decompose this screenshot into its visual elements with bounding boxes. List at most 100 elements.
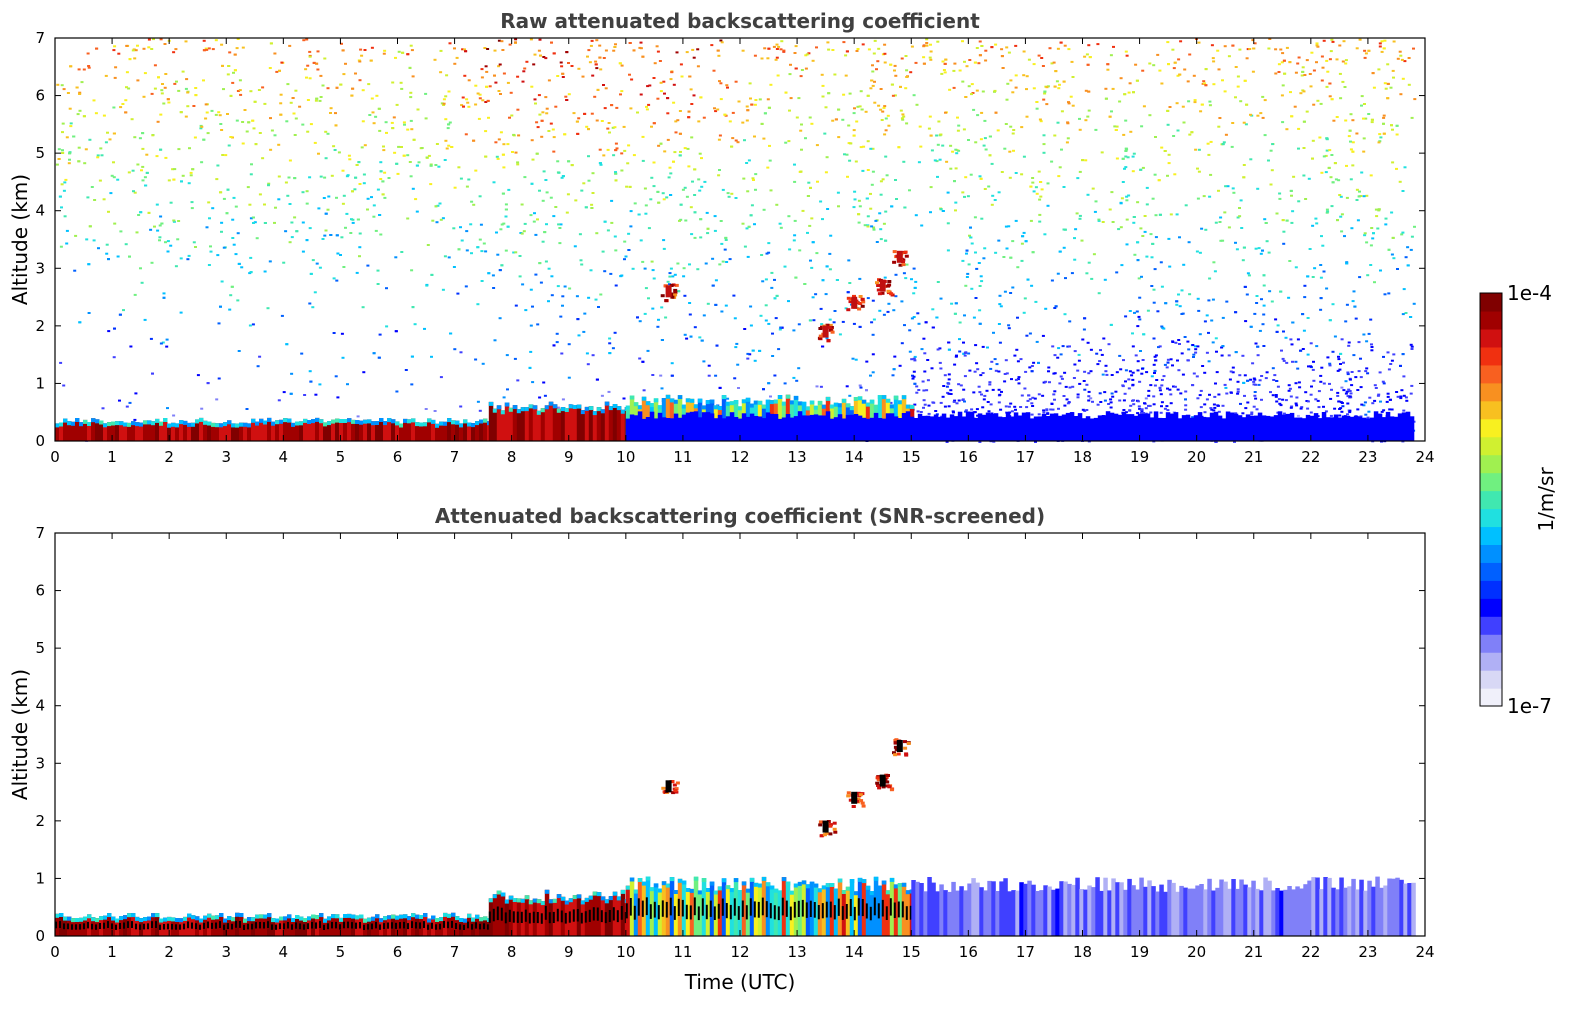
bl-fringe: [343, 914, 348, 918]
bl-column: [749, 413, 755, 441]
y-tick-label: 3: [35, 754, 45, 772]
bl-column: [568, 404, 574, 441]
bl-fringe: [55, 423, 60, 428]
cloud-cell: [858, 302, 863, 305]
bl-column: [1217, 415, 1223, 441]
bl-column: [1229, 412, 1235, 441]
bl-column: [508, 895, 514, 936]
bl-fringe: [645, 876, 651, 881]
bl-column: [955, 890, 960, 936]
bl-fringe: [620, 889, 626, 894]
bl-column: [913, 418, 919, 441]
bl-column: [1343, 887, 1348, 936]
bl-column: [600, 896, 606, 936]
bl-column: [1301, 418, 1307, 441]
bl-column: [524, 407, 530, 441]
bl-column: [604, 401, 610, 441]
bl-saturated: [279, 923, 281, 930]
bl-column: [79, 917, 84, 936]
bl-column: [1251, 880, 1256, 936]
bl-column: [777, 418, 783, 441]
bl-fringe: [287, 418, 292, 423]
bl-column: [1285, 413, 1291, 441]
bl-column: [227, 420, 232, 441]
bl-column: [1273, 415, 1279, 441]
bl-column: [1313, 413, 1319, 441]
bl-column: [773, 414, 779, 441]
x-tick-label: 17: [1016, 448, 1035, 466]
cloud-cell: [846, 308, 851, 312]
bl-column: [821, 885, 827, 936]
bl-saturated: [135, 923, 137, 930]
bl-column: [1283, 889, 1288, 936]
bl-fringe: [661, 398, 667, 402]
bl-column: [1309, 415, 1315, 441]
cloud-cell: [903, 746, 908, 750]
bl-fringe: [371, 421, 376, 426]
bl-column: [1111, 878, 1116, 936]
bl-fringe: [508, 407, 514, 412]
bl-column: [307, 420, 312, 441]
bl-column: [861, 879, 867, 936]
bl-column: [83, 916, 88, 936]
cloud-cell: [673, 290, 678, 294]
bl-saturated: [67, 923, 69, 930]
bl-column: [331, 914, 336, 936]
bl-fringe: [893, 884, 899, 889]
bl-fringe: [179, 420, 184, 425]
bl-column: [865, 885, 871, 936]
bl-column: [71, 421, 76, 441]
bl-saturated: [665, 901, 668, 918]
bl-column: [179, 918, 184, 936]
colorbar-swatch: [1480, 346, 1502, 366]
bl-fringe: [793, 395, 799, 400]
bl-column: [375, 914, 380, 936]
bl-fringe: [59, 422, 64, 427]
x-tick-label: 6: [393, 448, 403, 466]
cloud-cell: [903, 250, 908, 254]
bl-saturated: [475, 922, 477, 929]
bl-column: [311, 914, 316, 936]
bl-column: [1115, 882, 1120, 936]
bl-column: [665, 394, 671, 441]
bl-fringe: [781, 877, 787, 882]
bl-column: [463, 419, 468, 441]
bl-saturated: [701, 898, 704, 916]
bl-fringe: [737, 890, 743, 894]
cloud-core: [896, 250, 903, 263]
bl-saturated: [673, 906, 676, 920]
bl-column: [919, 883, 924, 936]
bl-column: [560, 407, 566, 441]
bl-column: [251, 917, 256, 936]
bl-column: [1353, 415, 1359, 441]
bl-column: [793, 416, 799, 441]
cloud-cell: [876, 284, 881, 287]
bl-column: [897, 883, 903, 936]
bl-saturated: [59, 921, 61, 928]
bl-column: [809, 881, 815, 936]
bl-column: [1121, 411, 1127, 441]
bl-fringe: [203, 915, 208, 920]
bl-column: [957, 411, 963, 441]
bl-column: [163, 418, 168, 441]
bl-fringe: [685, 398, 691, 403]
x-tick-label: 2: [164, 448, 174, 466]
bl-fringe: [745, 888, 751, 893]
bl-column: [1049, 413, 1055, 441]
bl-column: [475, 914, 480, 936]
bl-column: [315, 417, 320, 441]
bl-column: [1355, 889, 1360, 936]
bl-fringe: [881, 880, 887, 885]
bl-fringe: [231, 423, 236, 428]
bl-saturated: [592, 907, 595, 921]
bl-saturated: [227, 923, 229, 930]
bl-fringe: [524, 407, 530, 412]
bl-fringe: [612, 404, 618, 408]
bl-column: [455, 916, 460, 936]
bl-saturated: [544, 905, 547, 920]
bl-fringe: [399, 423, 404, 428]
bl-column: [447, 418, 452, 441]
cloud-cell: [860, 297, 865, 301]
bl-column: [1395, 877, 1400, 936]
bl-fringe: [295, 915, 300, 919]
